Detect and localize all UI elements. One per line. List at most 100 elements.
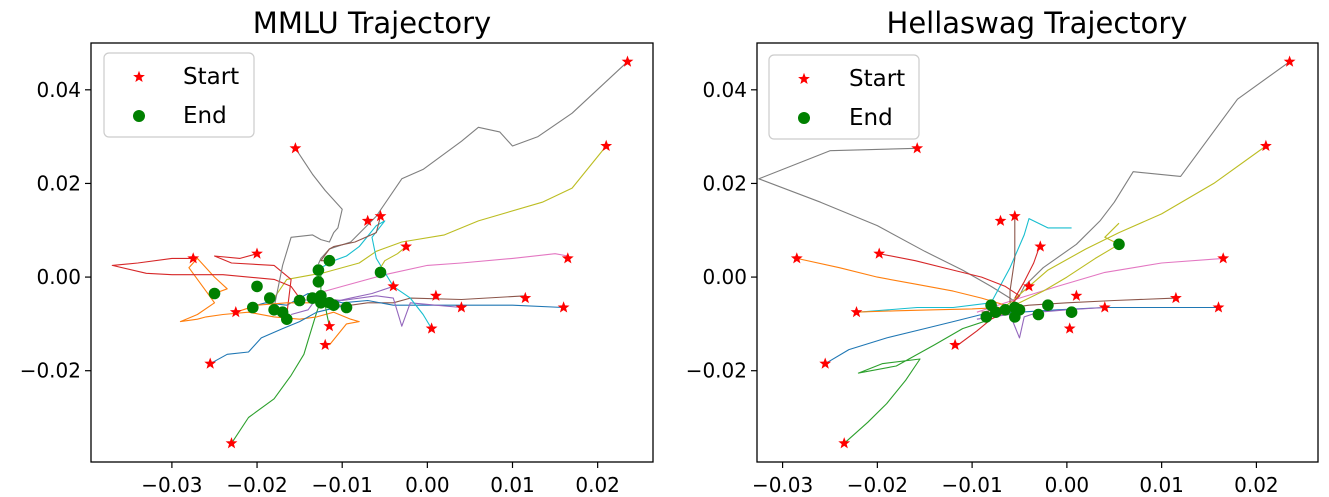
- end-marker-4: [264, 292, 276, 304]
- start-marker-1: [1283, 55, 1296, 67]
- trajectory-line-8: [231, 269, 322, 444]
- start-marker-6: [455, 301, 468, 313]
- start-marker-15: [289, 142, 302, 154]
- x-tick-label: 0.00: [405, 473, 450, 497]
- start-marker-6: [1098, 301, 1111, 313]
- start-marker-17: [229, 306, 242, 318]
- y-tick-label: −0.02: [686, 359, 747, 383]
- start-marker-2: [1260, 139, 1272, 152]
- start-marker-5: [1170, 291, 1182, 304]
- start-marker-11: [1008, 210, 1021, 222]
- end-marker-8: [985, 299, 997, 312]
- trajectory-line-3: [758, 147, 1020, 306]
- start-marker-2: [600, 139, 613, 152]
- hellaswag-chart: Hellaswag Trajectory −0.03 −0.02 −0.01 0.00…: [686, 6, 1319, 497]
- start-marker-15: [873, 247, 886, 259]
- y-tick-label: 0.02: [702, 171, 747, 195]
- end-marker-2: [1065, 306, 1078, 319]
- start-marker-9: [400, 240, 412, 252]
- x-tick-label: −0.01: [941, 473, 1002, 497]
- start-marker-18: [204, 357, 217, 369]
- legend-start-marker: [798, 72, 810, 85]
- trajectory-line-1: [1009, 61, 1290, 306]
- trajectory-line-16: [209, 304, 347, 365]
- y-tick-label: 0.04: [36, 78, 81, 102]
- x-tick-label: −0.01: [312, 473, 373, 497]
- start-marker-7: [1070, 289, 1083, 301]
- y-tick-label: 0.00: [36, 265, 81, 289]
- trajectory-line-10: [796, 257, 1006, 306]
- y-tick-label: 0.04: [702, 78, 747, 102]
- legend-start-label: Start: [183, 64, 239, 90]
- trajectory-line-15: [853, 306, 1001, 313]
- end-marker-2: [251, 280, 263, 293]
- trajectory-line-8: [858, 218, 1072, 313]
- x-tick-label: 0.02: [1234, 473, 1279, 497]
- axes-frame: [90, 42, 654, 463]
- x-tick-label: 0.01: [490, 473, 535, 497]
- start-marker-11: [374, 210, 387, 222]
- trajectory-line-11: [213, 253, 292, 320]
- start-marker-3: [1217, 252, 1230, 264]
- trajectory-line-7: [316, 220, 433, 329]
- legend-start-marker: [133, 70, 145, 83]
- trajectory-line-9: [843, 318, 992, 444]
- axes-frame: [756, 42, 1319, 463]
- start-marker-13: [323, 320, 336, 332]
- start-marker-16: [850, 306, 863, 318]
- start-marker-13: [949, 338, 961, 351]
- end-marker-14: [312, 264, 325, 276]
- legend-start-label: Start: [849, 66, 905, 92]
- end-marker-12: [327, 299, 340, 312]
- legend: Start End: [768, 54, 920, 140]
- start-marker-8: [425, 322, 438, 334]
- y-tick-label: −0.02: [20, 359, 81, 383]
- x-tick-label: −0.02: [847, 473, 908, 497]
- trajectory-line-12: [320, 216, 382, 262]
- chart-title: MMLU Trajectory: [253, 6, 491, 40]
- end-marker-17: [374, 266, 387, 279]
- start-marker-19: [187, 252, 200, 264]
- start-marker-4: [1212, 301, 1225, 313]
- start-marker-12: [361, 214, 374, 226]
- legend-end-marker: [798, 112, 810, 124]
- start-marker-9: [1034, 240, 1047, 252]
- end-marker-3: [247, 301, 259, 314]
- end-marker-9: [980, 311, 993, 323]
- end-marker-15: [312, 276, 325, 288]
- start-marker-16: [251, 247, 263, 259]
- x-tick-label: 0.00: [1045, 473, 1090, 497]
- end-marker-18: [315, 297, 327, 309]
- start-marker-4: [557, 301, 570, 313]
- start-marker-14: [911, 142, 924, 154]
- trajectory-line-11: [879, 253, 1021, 306]
- start-marker-18: [790, 252, 803, 264]
- end-marker-1: [208, 287, 221, 300]
- legend: Start End: [103, 52, 255, 138]
- start-marker-10: [387, 280, 400, 292]
- chart-title: Hellaswag Trajectory: [887, 6, 1188, 40]
- start-marker-8: [1063, 322, 1076, 334]
- start-marker-14: [319, 338, 332, 351]
- end-marker-11: [1013, 304, 1026, 316]
- start-marker-3: [561, 252, 574, 264]
- trajectory-line-16: [1014, 244, 1041, 299]
- start-marker-1: [621, 55, 634, 67]
- mmlu-chart: MMLU Trajectory −0.03 −0.02 −0.01 0.00 0.01 0…: [20, 6, 654, 497]
- x-tick-label: −0.03: [141, 473, 202, 497]
- end-marker-16: [323, 254, 336, 267]
- trajectory-line-2: [995, 145, 1267, 313]
- end-marker-13: [340, 301, 353, 314]
- end-marker-7: [281, 313, 293, 326]
- start-marker-17: [819, 357, 832, 369]
- legend-end-label: End: [849, 105, 893, 131]
- start-marker-5: [519, 291, 532, 304]
- trajectory-line-12: [1009, 216, 1016, 303]
- trajectory-line-6: [824, 306, 1219, 365]
- end-marker-8: [293, 294, 306, 307]
- start-marker-12: [994, 214, 1007, 226]
- trajectory-line-2: [273, 145, 607, 299]
- start-marker-20: [225, 437, 238, 449]
- y-tick-label: 0.02: [36, 171, 81, 195]
